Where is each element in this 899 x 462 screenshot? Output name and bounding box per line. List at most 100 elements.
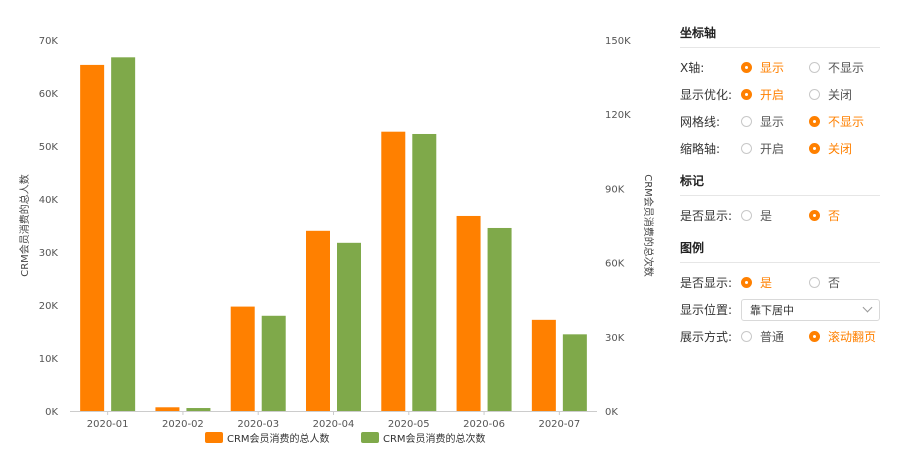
left-tick-label: 70K	[39, 36, 59, 47]
radio-unchecked-icon[interactable]	[809, 62, 820, 73]
x-axis-option-label: 不显示	[828, 61, 865, 75]
display-optimize-label: 显示优化:	[680, 88, 733, 102]
bar-visits	[412, 133, 437, 411]
x-axis-option-label: 显示	[760, 61, 785, 75]
display-optimize-row: 显示优化: 开启 关闭	[680, 81, 880, 108]
radio-unchecked-icon[interactable]	[809, 277, 820, 288]
left-tick-label: 60K	[39, 89, 59, 100]
bar-visits	[111, 57, 136, 412]
x-tick-label: 2020-05	[388, 419, 430, 430]
gridline-option-1[interactable]: 不显示	[809, 113, 877, 130]
radio-unchecked-icon[interactable]	[741, 331, 752, 342]
right-tick-label: 0K	[605, 407, 618, 418]
right-tick-label: 120K	[605, 110, 631, 121]
left-tick-label: 40K	[39, 195, 59, 206]
gridline-option-label: 显示	[760, 115, 785, 129]
marker-section-title: 标记	[680, 172, 880, 196]
radio-unchecked-icon[interactable]	[741, 210, 752, 221]
left-tick-label: 10K	[39, 354, 59, 365]
radio-unchecked-icon[interactable]	[741, 116, 752, 127]
bar-visits	[562, 334, 587, 411]
radio-checked-icon[interactable]	[741, 89, 752, 100]
gridline-label: 网格线:	[680, 115, 721, 129]
x-tick-label: 2020-01	[87, 419, 129, 430]
display-optimize-option-1[interactable]: 关闭	[809, 86, 877, 103]
legend-mode-option-label: 普通	[760, 330, 785, 344]
legend-show-row: 是否显示: 是 否	[680, 269, 880, 296]
legend-show-option-label: 是	[760, 276, 773, 290]
axis-section-title: 坐标轴	[680, 24, 880, 48]
x-tick-label: 2020-03	[237, 419, 279, 430]
radio-checked-icon[interactable]	[741, 277, 752, 288]
legend-section: 图例 是否显示: 是 否 显示位置: 靠下居中 展示方式: 普通 滚动翻页	[680, 239, 880, 350]
radio-checked-icon[interactable]	[741, 62, 752, 73]
left-tick-label: 0K	[45, 407, 58, 418]
bar-members	[456, 215, 481, 411]
radio-checked-icon[interactable]	[809, 210, 820, 221]
legend-position-select[interactable]: 靠下居中	[741, 298, 880, 321]
axis-section: 坐标轴 X轴: 显示 不显示 显示优化: 开启 关闭 网格线: 显示 不显示 缩略轴: 开启 关闭	[680, 24, 880, 162]
right-axis-title: CRM会员消费的总次数	[642, 174, 655, 277]
chevron-down-icon	[862, 302, 873, 313]
bar-members	[531, 319, 556, 411]
legend-show-option-1[interactable]: 否	[809, 274, 877, 291]
left-tick-label: 30K	[39, 248, 59, 259]
bar-chart: 0K 10K 20K 30K 40K 50K 60K 70K 0K 30K 60K 90K 120K 15…	[18, 36, 655, 445]
radio-unchecked-icon[interactable]	[809, 89, 820, 100]
legend-mode-option-1[interactable]: 滚动翻页	[809, 328, 877, 345]
marker-show-row: 是否显示: 是 否	[680, 202, 880, 229]
legend-mode-row: 展示方式: 普通 滚动翻页	[680, 323, 880, 350]
legend-swatch	[205, 432, 223, 443]
bar-members	[80, 64, 105, 411]
thumbnail-axis-label: 缩略轴:	[680, 142, 721, 156]
x-tick-label: 2020-04	[313, 419, 355, 430]
gridline-row: 网格线: 显示 不显示	[680, 108, 880, 135]
bar-visits	[186, 408, 211, 411]
legend-section-title: 图例	[680, 239, 880, 263]
marker-show-label: 是否显示:	[680, 209, 733, 223]
thumbnail-axis-option-label: 关闭	[828, 142, 853, 156]
radio-unchecked-icon[interactable]	[741, 143, 752, 154]
display-optimize-option-label: 关闭	[828, 88, 853, 102]
display-optimize-option-label: 开启	[760, 88, 785, 102]
legend-position-label: 显示位置:	[680, 303, 733, 317]
marker-show-option-0[interactable]: 是	[741, 207, 809, 224]
legend-position-value: 靠下居中	[750, 303, 794, 317]
chart-area: 0K 10K 20K 30K 40K 50K 60K 70K 0K 30K 60K 90K 120K 15…	[18, 36, 655, 445]
radio-checked-icon[interactable]	[809, 331, 820, 342]
thumbnail-axis-row: 缩略轴: 开启 关闭	[680, 135, 880, 162]
bar-visits	[261, 315, 286, 411]
bar-visits	[487, 227, 512, 411]
legend-position-row: 显示位置: 靠下居中	[680, 296, 880, 323]
left-axis-title: CRM会员消费的总人数	[18, 174, 31, 277]
marker-show-option-label: 否	[828, 209, 841, 223]
gridline-option-0[interactable]: 显示	[741, 113, 809, 130]
right-tick-label: 60K	[605, 259, 625, 270]
display-optimize-option-0[interactable]: 开启	[741, 86, 809, 103]
radio-checked-icon[interactable]	[809, 143, 820, 154]
bar-members	[381, 131, 406, 411]
thumbnail-axis-option-1[interactable]: 关闭	[809, 140, 877, 157]
marker-show-option-1[interactable]: 否	[809, 207, 877, 224]
bar-visits	[337, 242, 361, 411]
thumbnail-axis-option-0[interactable]: 开启	[741, 140, 809, 157]
legend-show-option-0[interactable]: 是	[741, 274, 809, 291]
x-axis-option-1[interactable]: 不显示	[809, 59, 877, 76]
legend-label: CRM会员消费的总人数	[227, 432, 330, 445]
right-tick-label: 30K	[605, 333, 625, 344]
x-axis-row: X轴: 显示 不显示	[680, 54, 880, 81]
x-tick-label: 2020-06	[463, 419, 505, 430]
thumbnail-axis-option-label: 开启	[760, 142, 785, 156]
legend-mode-option-0[interactable]: 普通	[741, 328, 809, 345]
legend-mode-option-label: 滚动翻页	[828, 330, 877, 344]
left-tick-label: 20K	[39, 301, 59, 312]
legend-label: CRM会员消费的总次数	[383, 432, 486, 445]
x-axis-label: X轴:	[680, 61, 705, 75]
legend-swatch	[361, 432, 379, 443]
x-tick-label: 2020-02	[162, 419, 204, 430]
x-axis-option-0[interactable]: 显示	[741, 59, 809, 76]
x-tick-label: 2020-07	[538, 419, 580, 430]
settings-panel: 坐标轴 X轴: 显示 不显示 显示优化: 开启 关闭 网格线: 显示 不显示 缩略轴: 开启 关闭 标…	[680, 24, 880, 350]
legend-show-label: 是否显示:	[680, 276, 733, 290]
radio-checked-icon[interactable]	[809, 116, 820, 127]
